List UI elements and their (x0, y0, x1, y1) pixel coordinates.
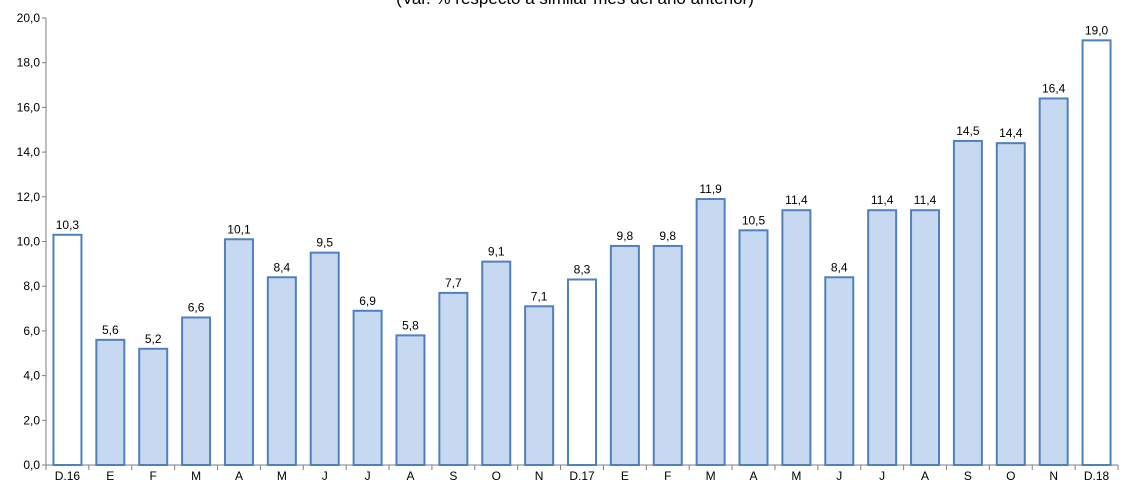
bar (266, 276, 297, 467)
bar (181, 316, 212, 466)
y-tick-label: 8,0 (23, 279, 40, 293)
data-label: 8,4 (273, 260, 290, 274)
bar (309, 251, 340, 466)
y-tick-label: 14,0 (17, 145, 41, 159)
x-tick-label: J (365, 469, 371, 483)
x-tick-label: J (836, 469, 842, 483)
bar (481, 260, 512, 466)
bar (867, 209, 898, 466)
bar (524, 305, 555, 466)
bar (910, 209, 941, 466)
data-label: 8,4 (831, 260, 848, 274)
x-tick-label: A (921, 469, 929, 483)
bar (995, 142, 1026, 466)
data-label: 6,9 (359, 294, 376, 308)
y-tick-label: 18,0 (17, 56, 41, 70)
bar (1081, 39, 1112, 466)
y-tick-label: 10,0 (17, 235, 41, 249)
data-label: 14,5 (956, 124, 980, 138)
bar (52, 233, 83, 466)
data-label: 7,7 (445, 276, 462, 290)
x-tick-label: E (106, 469, 114, 483)
x-tick-label: F (150, 469, 157, 483)
bar (223, 238, 254, 466)
data-label: 16,4 (1042, 81, 1066, 95)
x-tick-label: J (322, 469, 328, 483)
bar (95, 338, 126, 466)
data-label: 9,8 (617, 229, 634, 243)
bar (695, 198, 726, 466)
y-tick-label: 2,0 (23, 413, 40, 427)
bar (609, 244, 640, 466)
data-label: 19,0 (1085, 23, 1109, 37)
bar (952, 139, 983, 466)
bar (652, 244, 683, 466)
data-label: 11,9 (699, 182, 722, 196)
data-label: 11,4 (871, 193, 894, 207)
data-label: 9,8 (659, 229, 676, 243)
y-tick-label: 16,0 (17, 100, 41, 114)
x-tick-label: D.17 (569, 469, 595, 483)
data-label: 5,8 (402, 318, 419, 332)
y-tick-label: 0,0 (23, 458, 40, 472)
data-label: 9,1 (488, 245, 505, 259)
x-tick-label: N (535, 469, 544, 483)
data-label: 5,6 (102, 323, 119, 337)
data-label: 14,4 (999, 126, 1023, 140)
bar (567, 278, 597, 466)
y-tick-label: 6,0 (23, 324, 40, 338)
y-tick-label: 12,0 (17, 190, 41, 204)
data-label: 11,4 (914, 193, 937, 207)
bar (781, 209, 812, 466)
x-tick-label: O (492, 469, 501, 483)
x-tick-label: J (879, 469, 885, 483)
x-tick-label: M (706, 469, 716, 483)
x-tick-label: A (406, 469, 414, 483)
data-label: 6,6 (188, 300, 205, 314)
x-tick-label: F (664, 469, 671, 483)
bars (52, 39, 1112, 467)
x-tick-label: A (750, 469, 758, 483)
bar (1038, 97, 1069, 467)
data-label: 8,3 (574, 263, 591, 277)
data-label: 10,3 (56, 218, 80, 232)
bar (738, 229, 769, 466)
bar (395, 334, 426, 466)
y-tick-label: 20,0 (17, 11, 41, 25)
bar (352, 309, 383, 466)
x-tick-label: S (449, 469, 457, 483)
data-labels: 10,3 5,6 5,2 6,6 10,1 8,4 9,5 6,9 5,8 7,7 9,1 7,1 8,… (56, 23, 1109, 345)
x-tick-label: D.18 (1084, 469, 1110, 483)
x-tick-label: D.16 (55, 469, 81, 483)
data-label: 9,5 (316, 236, 333, 250)
bar (438, 291, 469, 466)
x-tick-label: O (1006, 469, 1015, 483)
data-label: 10,5 (742, 213, 766, 227)
data-label: 10,1 (227, 222, 251, 236)
x-tick-label: M (191, 469, 201, 483)
data-label: 11,4 (785, 193, 808, 207)
chart-subtitle: (Var. % respecto a similar mes del año a… (396, 0, 754, 8)
bar (138, 347, 169, 466)
x-tick-label: A (235, 469, 243, 483)
x-tick-label: M (791, 469, 801, 483)
y-tick-label: 4,0 (23, 369, 40, 383)
data-label: 7,1 (531, 289, 548, 303)
bar (824, 276, 855, 467)
data-label: 5,2 (145, 332, 162, 346)
x-tick-label: M (277, 469, 287, 483)
x-tick-label: E (621, 469, 629, 483)
x-tick-label: N (1049, 469, 1058, 483)
x-tick-label: S (964, 469, 972, 483)
